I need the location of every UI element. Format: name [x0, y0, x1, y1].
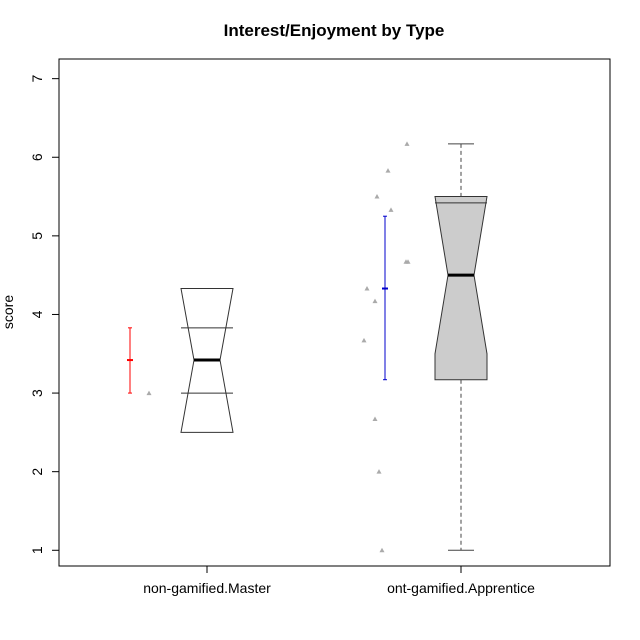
y-tick-label: 1: [29, 546, 45, 554]
plot-frame: [58, 58, 611, 567]
box-notched-body: [434, 196, 488, 381]
y-axis-label: score: [0, 295, 16, 329]
box-group: [361, 141, 488, 553]
data-point: [146, 390, 152, 396]
data-point: [376, 469, 382, 474]
data-point: [405, 259, 411, 264]
data-point: [404, 141, 410, 146]
data-point: [388, 207, 394, 212]
y-tick-label: 2: [29, 468, 45, 476]
data-point: [361, 337, 367, 343]
chart-title: Interest/Enjoyment by Type: [224, 21, 445, 40]
data-point: [372, 416, 378, 422]
x-axis: non-gamified.Master ont-gamified.Apprenti…: [143, 565, 535, 596]
data-point: [374, 194, 380, 199]
data-point: [372, 298, 378, 304]
data-point: [364, 286, 370, 291]
y-axis: 1 2 3 4 5 6 7: [29, 75, 60, 554]
data-point: [379, 547, 385, 553]
y-tick-label: 5: [29, 232, 45, 240]
y-tick-label: 3: [29, 389, 45, 397]
data-point: [385, 168, 391, 173]
plot-marks: [127, 141, 488, 553]
y-tick-label: 4: [29, 310, 45, 318]
x-tick-label: non-gamified.Master: [143, 580, 271, 596]
box-group: [127, 288, 234, 433]
x-tick-label: ont-gamified.Apprentice: [387, 580, 535, 596]
y-tick-label: 7: [29, 75, 45, 83]
y-tick-label: 6: [29, 153, 45, 161]
